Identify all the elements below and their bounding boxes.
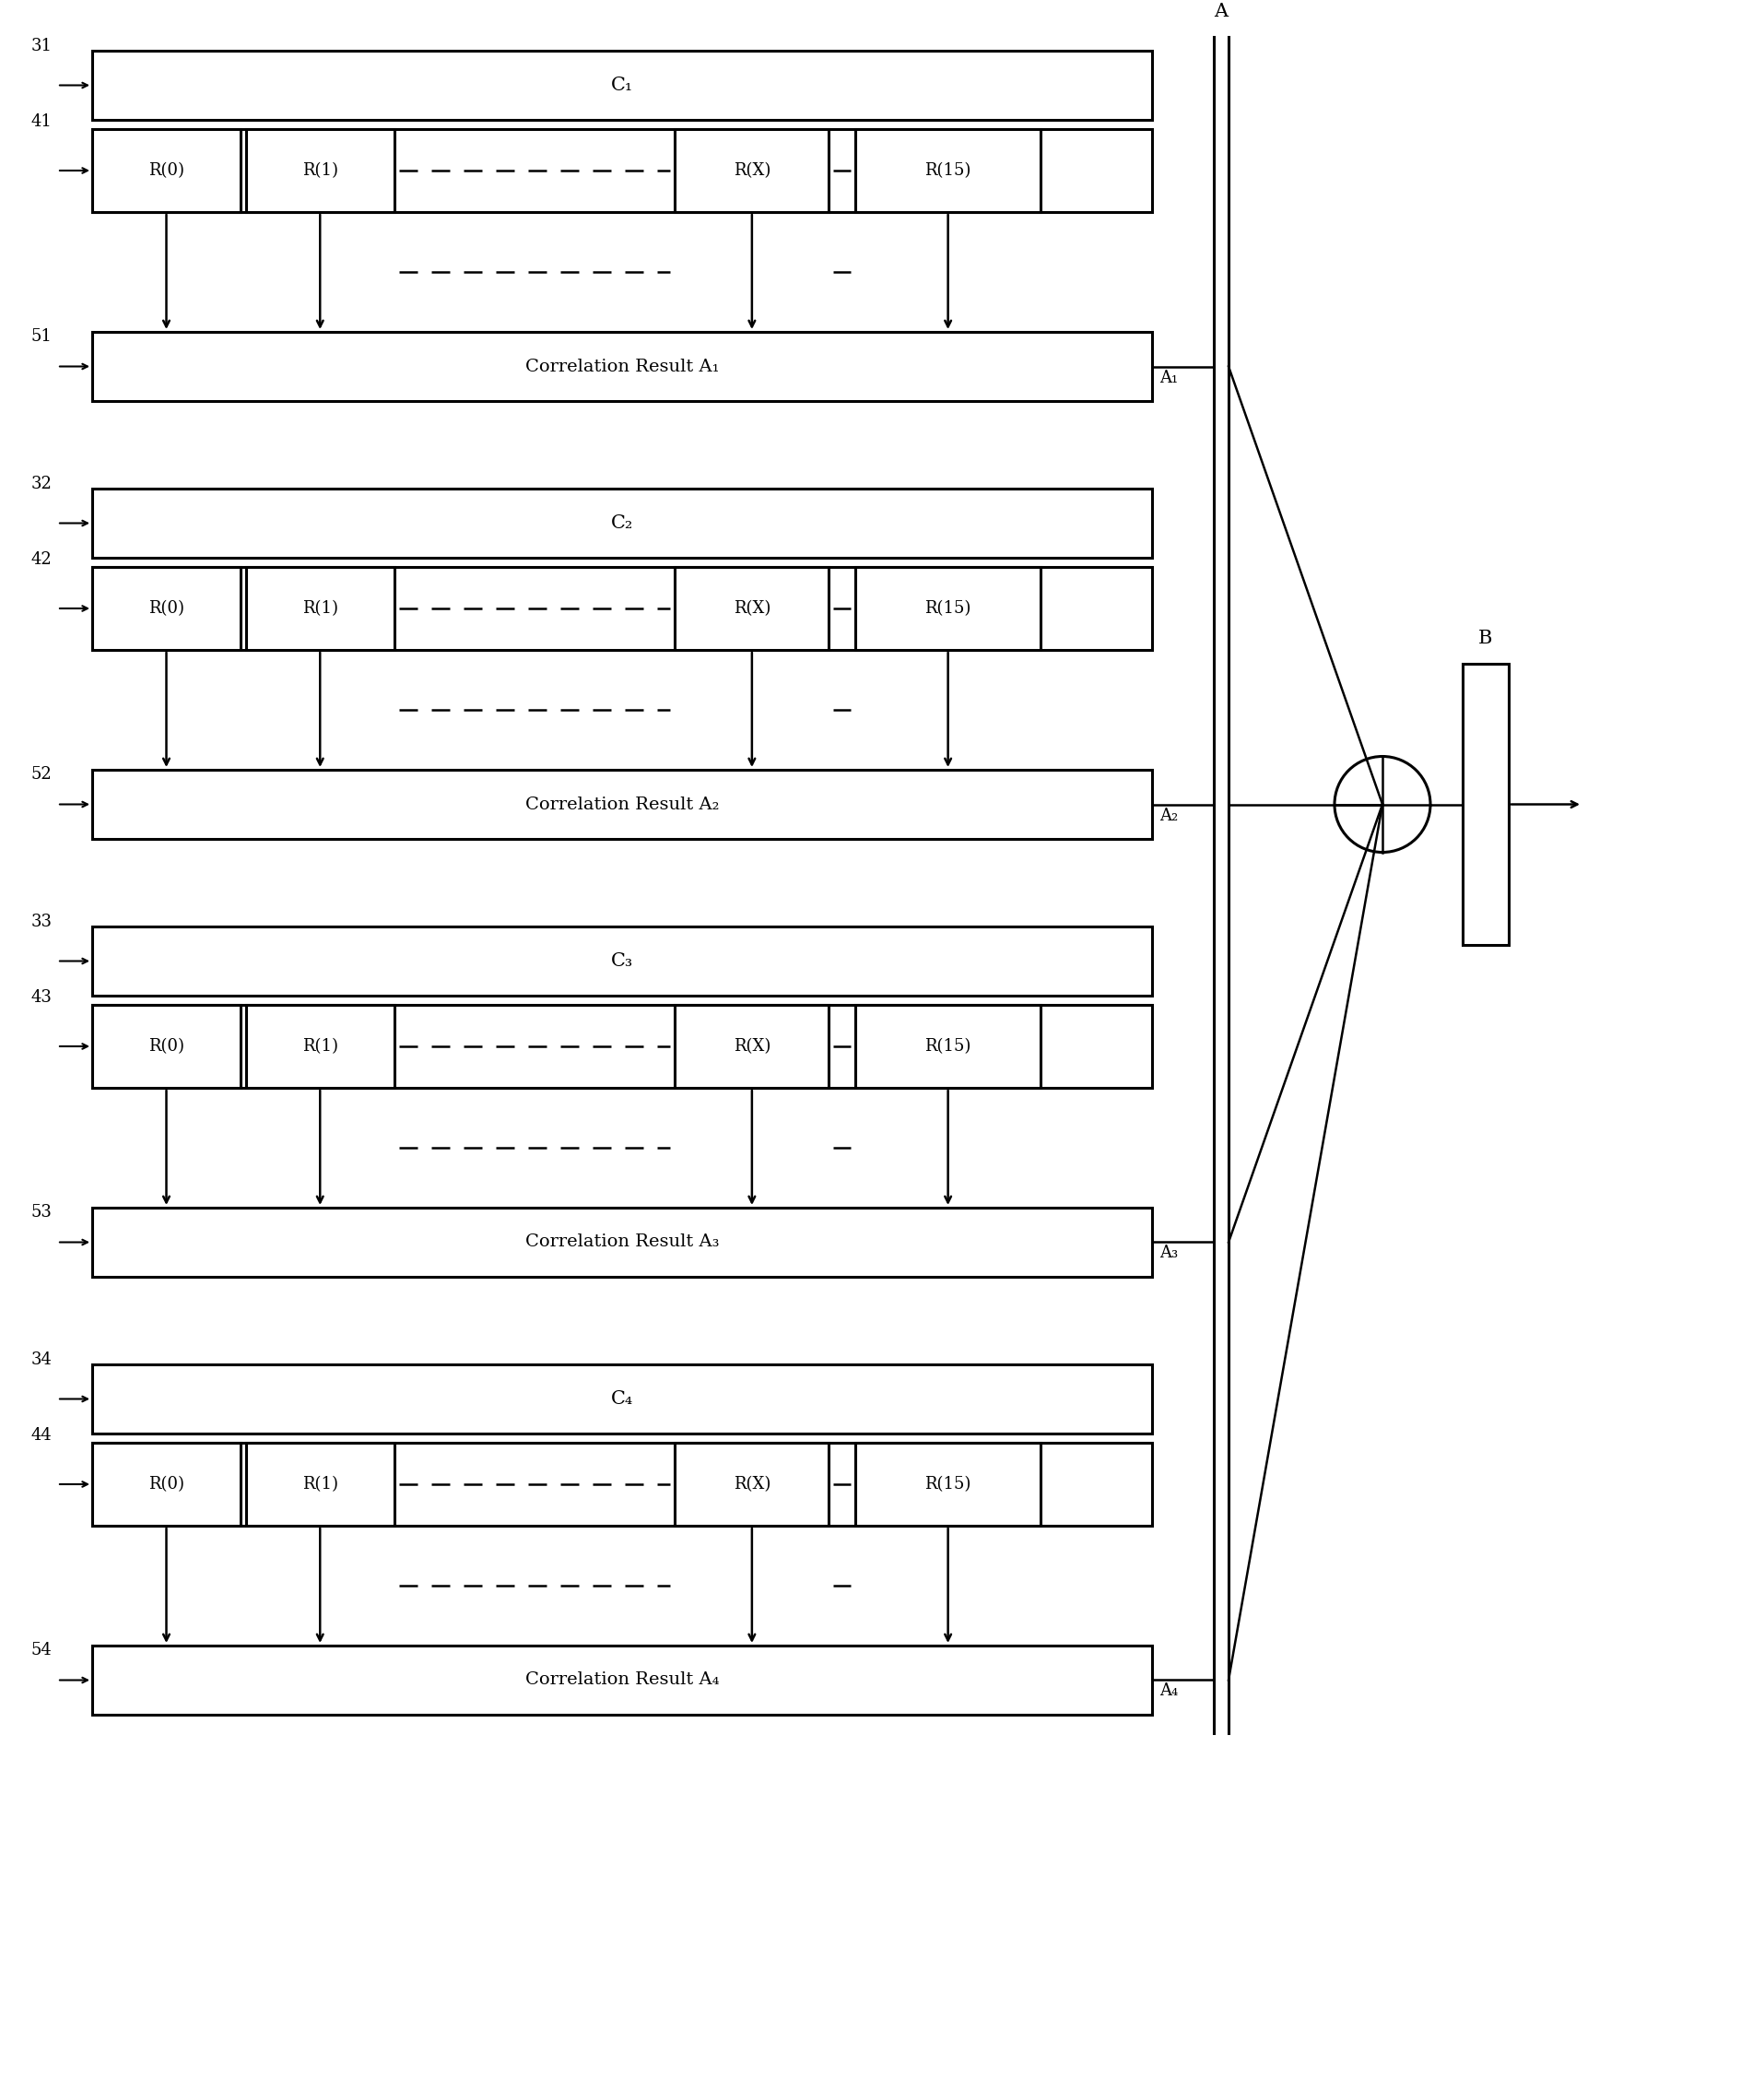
Text: 53: 53 bbox=[32, 1205, 51, 1221]
Bar bbox=[856, 129, 1041, 212]
Text: Correlation Result A₂: Correlation Result A₂ bbox=[526, 795, 718, 812]
Bar bbox=[245, 129, 393, 212]
Text: R(0): R(0) bbox=[148, 1038, 183, 1055]
Text: C₄: C₄ bbox=[610, 1390, 633, 1408]
Bar bbox=[92, 567, 240, 650]
Text: 43: 43 bbox=[32, 989, 51, 1005]
Text: C₁: C₁ bbox=[610, 77, 633, 93]
Bar bbox=[676, 1005, 829, 1088]
Bar bbox=[92, 1207, 1152, 1277]
Bar bbox=[92, 1444, 240, 1527]
Text: R(15): R(15) bbox=[924, 600, 970, 617]
Bar bbox=[92, 50, 1152, 120]
Text: R(X): R(X) bbox=[734, 162, 771, 179]
Bar bbox=[92, 332, 1152, 401]
Text: A: A bbox=[1214, 2, 1228, 21]
Bar bbox=[92, 1365, 1152, 1433]
Bar bbox=[92, 1005, 1152, 1088]
Bar bbox=[92, 771, 1152, 839]
Bar bbox=[676, 1444, 829, 1527]
Bar bbox=[676, 567, 829, 650]
Text: 54: 54 bbox=[32, 1643, 51, 1657]
Bar bbox=[92, 1005, 240, 1088]
Bar bbox=[92, 129, 1152, 212]
Text: A₄: A₄ bbox=[1159, 1682, 1177, 1699]
Text: Correlation Result A₃: Correlation Result A₃ bbox=[526, 1234, 718, 1250]
Text: Correlation Result A₁: Correlation Result A₁ bbox=[526, 357, 718, 374]
Text: C₃: C₃ bbox=[610, 951, 633, 970]
Text: R(1): R(1) bbox=[302, 600, 339, 617]
Bar bbox=[92, 926, 1152, 995]
Text: 32: 32 bbox=[32, 476, 51, 492]
Bar bbox=[245, 1005, 393, 1088]
Text: R(0): R(0) bbox=[148, 162, 183, 179]
Text: A₃: A₃ bbox=[1159, 1244, 1177, 1261]
Text: R(1): R(1) bbox=[302, 162, 339, 179]
Bar bbox=[92, 567, 1152, 650]
Bar bbox=[856, 1444, 1041, 1527]
Text: A₁: A₁ bbox=[1159, 370, 1177, 386]
Text: R(15): R(15) bbox=[924, 1038, 970, 1055]
Bar bbox=[856, 1005, 1041, 1088]
Bar bbox=[676, 129, 829, 212]
Bar bbox=[92, 1645, 1152, 1716]
Bar bbox=[856, 567, 1041, 650]
Text: R(0): R(0) bbox=[148, 1477, 183, 1493]
Bar bbox=[92, 1444, 1152, 1527]
Bar bbox=[1462, 665, 1508, 945]
Text: C₂: C₂ bbox=[610, 515, 633, 532]
Text: R(1): R(1) bbox=[302, 1477, 339, 1493]
Text: 31: 31 bbox=[30, 37, 53, 54]
Text: 42: 42 bbox=[32, 550, 51, 567]
Text: R(1): R(1) bbox=[302, 1038, 339, 1055]
Text: 33: 33 bbox=[30, 914, 53, 930]
Text: Correlation Result A₄: Correlation Result A₄ bbox=[526, 1672, 718, 1689]
Text: R(15): R(15) bbox=[924, 1477, 970, 1493]
Bar bbox=[92, 488, 1152, 559]
Text: 52: 52 bbox=[32, 766, 51, 783]
Bar bbox=[92, 129, 240, 212]
Bar bbox=[245, 567, 393, 650]
Bar bbox=[245, 1444, 393, 1527]
Text: R(0): R(0) bbox=[148, 600, 183, 617]
Text: R(X): R(X) bbox=[734, 600, 771, 617]
Text: R(15): R(15) bbox=[924, 162, 970, 179]
Text: R(X): R(X) bbox=[734, 1477, 771, 1493]
Text: 34: 34 bbox=[32, 1352, 51, 1369]
Text: A₂: A₂ bbox=[1159, 808, 1177, 825]
Text: R(X): R(X) bbox=[734, 1038, 771, 1055]
Text: 41: 41 bbox=[32, 114, 51, 131]
Text: 44: 44 bbox=[32, 1427, 51, 1444]
Text: B: B bbox=[1478, 629, 1492, 648]
Text: 51: 51 bbox=[32, 328, 51, 345]
